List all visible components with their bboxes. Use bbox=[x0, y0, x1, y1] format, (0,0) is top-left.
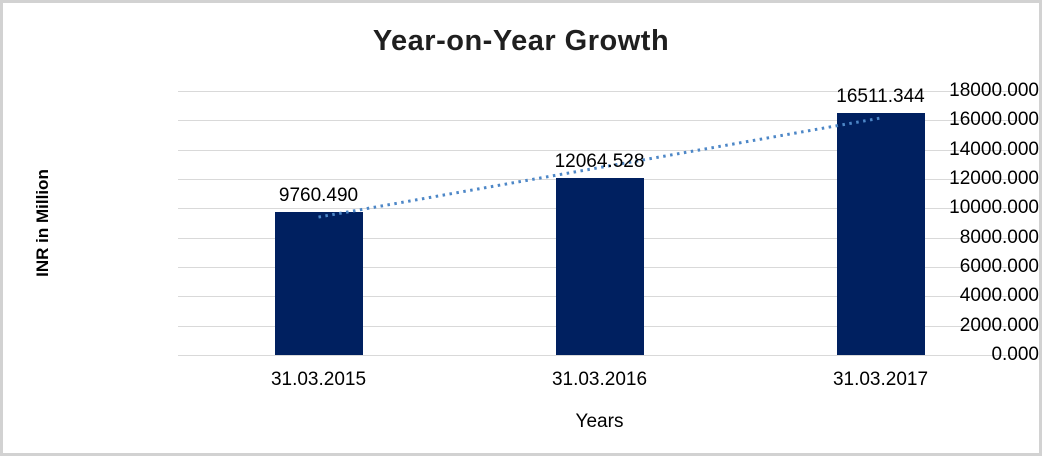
plot-area: 9760.490 12064.528 16511.344 bbox=[178, 86, 1021, 356]
y-tick-label: 18000.000 bbox=[949, 80, 1039, 101]
y-tick-label: 10000.000 bbox=[949, 197, 1039, 219]
x-axis-title: Years bbox=[575, 411, 624, 432]
y-tick-label: 6000.000 bbox=[959, 256, 1039, 277]
bar bbox=[274, 211, 363, 355]
y-tick-label: 0.000 bbox=[991, 344, 1039, 365]
gridline bbox=[178, 91, 1021, 92]
y-tick-label: 2000.000 bbox=[959, 314, 1039, 336]
gridline bbox=[178, 355, 1021, 356]
bar-data-label: 12064.528 bbox=[554, 151, 645, 173]
bar-data-label: 16511.344 bbox=[836, 85, 925, 107]
y-tick-label: 12000.000 bbox=[949, 168, 1039, 189]
y-axis-title: INR in Million bbox=[33, 169, 52, 277]
bar-data-label: 9760.490 bbox=[278, 184, 359, 206]
bar bbox=[836, 112, 925, 355]
y-tick-label: 4000.000 bbox=[959, 285, 1039, 307]
bar bbox=[555, 178, 644, 355]
x-tick-label: 31.03.2015 bbox=[270, 369, 367, 390]
x-tick-label: 31.03.2017 bbox=[832, 369, 929, 390]
x-tick-label: 31.03.2016 bbox=[551, 369, 648, 390]
gridline bbox=[178, 120, 1021, 122]
y-tick-label: 16000.000 bbox=[949, 109, 1039, 131]
y-tick-label: 8000.000 bbox=[959, 226, 1039, 248]
chart-title: Year-on-Year Growth bbox=[372, 25, 670, 57]
gridline bbox=[178, 149, 1021, 151]
y-tick-label: 14000.000 bbox=[949, 138, 1039, 160]
